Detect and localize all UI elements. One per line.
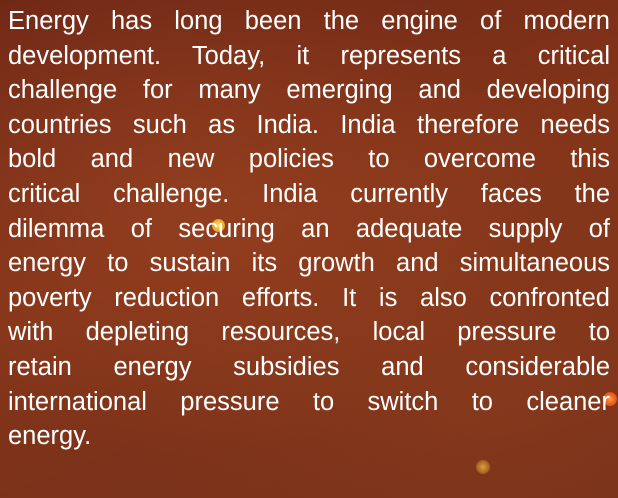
text-line: poverty reduction efforts. It is also co…: [8, 281, 610, 316]
decoration: [476, 460, 490, 474]
text-line: bold and new policies to overcome this: [8, 142, 610, 177]
text-line: retain energy subsidies and considerable: [8, 350, 610, 385]
text-line: critical challenge. India currently face…: [8, 177, 610, 212]
text-line: challenge for many emerging and developi…: [8, 73, 610, 108]
text-line: energy to sustain its growth and simulta…: [8, 246, 610, 281]
text-line: with depleting resources, local pressure…: [8, 315, 610, 350]
text-line: energy.: [8, 419, 610, 454]
text-line: countries such as India. India therefore…: [8, 108, 610, 143]
paragraph: Energy has long been the engine of moder…: [8, 4, 610, 454]
text-line: dilemma of securing an adequate supply o…: [8, 212, 610, 247]
text-line: international pressure to switch to clea…: [8, 385, 610, 420]
text-line: development. Today, it represents a crit…: [8, 39, 610, 74]
page: Energy has long been the engine of moder…: [0, 0, 618, 498]
text-line: Energy has long been the engine of moder…: [8, 4, 610, 39]
